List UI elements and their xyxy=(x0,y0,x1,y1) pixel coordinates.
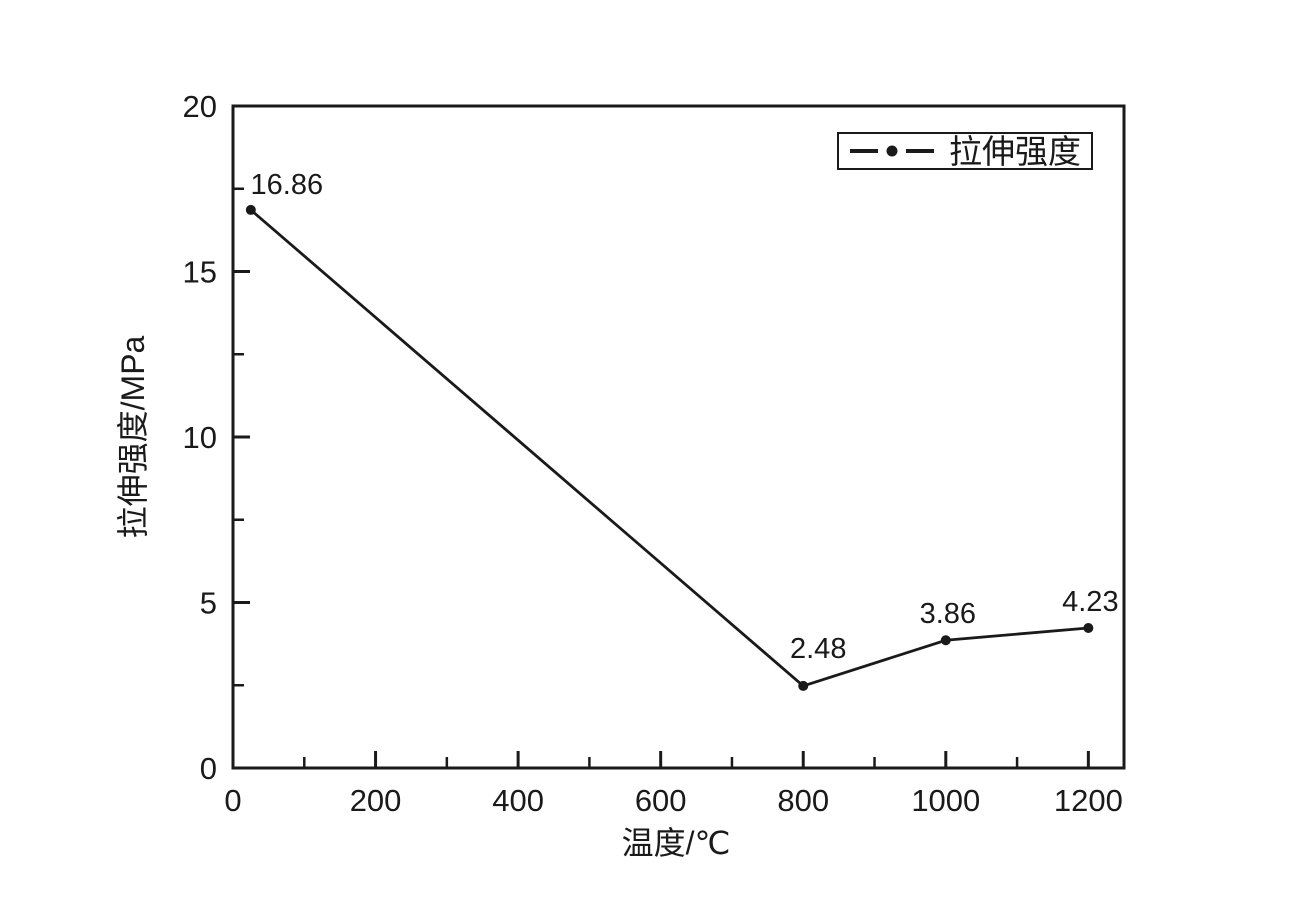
x-tick-label: 0 xyxy=(224,783,241,818)
y-tick-label: 0 xyxy=(200,751,217,786)
x-tick-label: 1000 xyxy=(911,783,980,818)
y-tick-label: 5 xyxy=(200,586,217,621)
y-axis-title: 拉伸强度/MPa xyxy=(115,335,151,539)
data-point xyxy=(245,204,256,215)
data-point-label: 4.23 xyxy=(1062,586,1118,618)
plot-border xyxy=(231,104,1126,770)
x-tick-label: 400 xyxy=(492,783,544,818)
data-point-label: 2.48 xyxy=(790,633,846,665)
y-tick-label: 20 xyxy=(183,89,217,124)
series-line xyxy=(249,208,1089,688)
data-point xyxy=(1083,622,1094,633)
data-point xyxy=(940,635,951,646)
data-point xyxy=(798,680,809,691)
y-tick-label: 10 xyxy=(183,420,217,455)
legend-label: 拉伸强度 xyxy=(949,132,1081,170)
y-tick-label: 15 xyxy=(183,255,217,290)
x-axis-title: 温度/℃ xyxy=(621,825,731,861)
x-tick-label: 200 xyxy=(350,783,402,818)
data-point-label: 16.86 xyxy=(251,169,324,201)
x-tick-label: 800 xyxy=(777,783,829,818)
data-point-label: 3.86 xyxy=(920,598,976,630)
x-tick-label: 1200 xyxy=(1054,783,1123,818)
x-tick-label: 600 xyxy=(635,783,687,818)
legend-line-symbol xyxy=(850,145,934,157)
legend: 拉伸强度 xyxy=(837,132,1093,170)
